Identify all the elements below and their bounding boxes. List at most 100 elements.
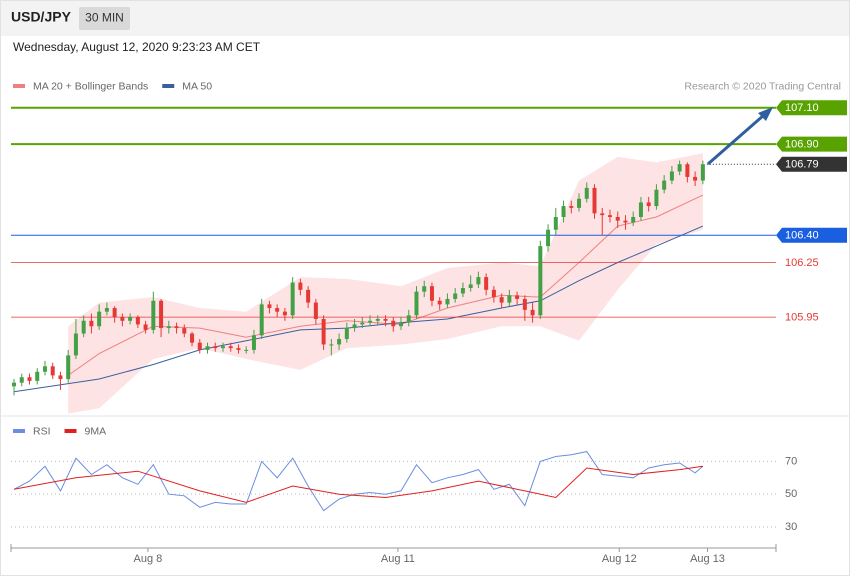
- candle-body: [220, 346, 225, 349]
- candle-body: [197, 342, 202, 350]
- candle-body: [406, 315, 411, 323]
- rsi-line: [13, 465, 703, 503]
- candle-body: [275, 308, 280, 312]
- level-label: 105.95: [785, 312, 819, 324]
- candle-body: [360, 322, 365, 325]
- candle-body: [530, 309, 535, 316]
- x-tick-label: Aug 13: [690, 553, 725, 565]
- candle-body: [267, 304, 272, 309]
- candle-body: [507, 295, 512, 303]
- x-tick-label: Aug 12: [602, 553, 637, 565]
- candle-body: [166, 326, 171, 329]
- candle-body: [522, 298, 527, 310]
- level-tag: [776, 227, 847, 243]
- legend-swatch: [13, 429, 25, 433]
- y-tick-label: 30: [785, 521, 797, 533]
- candle-body: [414, 291, 419, 316]
- candle-body: [244, 349, 249, 351]
- candle-body: [460, 288, 465, 294]
- candle-body: [607, 215, 612, 217]
- candle-body: [205, 346, 210, 350]
- candle-body: [190, 333, 195, 343]
- candle-body: [600, 213, 605, 216]
- candle-body: [282, 311, 287, 316]
- candle-body: [213, 346, 218, 349]
- candle-body: [615, 216, 620, 221]
- candle-body: [375, 318, 380, 321]
- candle-body: [251, 335, 256, 350]
- plot: MA 20 + Bollinger Bands MA 50 Research © 2…: [11, 80, 847, 565]
- x-tick-label: Aug 11: [381, 553, 415, 565]
- level-label: 106.90: [785, 139, 819, 151]
- candle-body: [631, 216, 636, 223]
- legend-swatch: [64, 429, 77, 433]
- candle-body: [313, 302, 318, 319]
- arrow-head: [758, 107, 773, 121]
- candle-body: [437, 300, 442, 305]
- legend-label: MA 20 + Bollinger Bands: [33, 80, 148, 92]
- candle-body: [27, 377, 32, 381]
- candle-body: [182, 328, 187, 334]
- legend-label: MA 50: [182, 80, 212, 92]
- candle-body: [58, 375, 63, 380]
- candle-body: [306, 289, 311, 303]
- candle-body: [654, 189, 659, 207]
- candle-body: [445, 298, 450, 305]
- level-label: 106.40: [785, 230, 819, 242]
- candle-body: [128, 317, 133, 321]
- level-tag: [776, 156, 847, 172]
- level-tag: [776, 136, 847, 152]
- candle-body: [73, 333, 78, 356]
- candle-body: [329, 344, 334, 346]
- candle-body: [290, 282, 295, 316]
- candle-body: [685, 164, 690, 177]
- candle-body: [368, 320, 373, 323]
- candle-body: [42, 366, 47, 372]
- candle-body: [104, 308, 109, 312]
- candle-body: [391, 320, 396, 327]
- candle-body: [638, 202, 643, 217]
- candle-body: [174, 326, 179, 329]
- candle-body: [399, 322, 404, 327]
- candle-body: [662, 180, 667, 190]
- candle-body: [491, 289, 496, 298]
- datetime: Wednesday, August 12, 2020 9:23:23 AM CE…: [13, 40, 261, 54]
- candle-body: [553, 216, 558, 230]
- candle-body: [468, 284, 473, 289]
- x-tick-label: Aug 8: [134, 553, 163, 565]
- legend-swatch: [13, 84, 25, 88]
- candle-body: [159, 300, 164, 329]
- candle-body: [321, 318, 326, 345]
- candle-body: [546, 229, 551, 247]
- candle-body: [677, 164, 682, 172]
- candle-body: [476, 277, 481, 285]
- candle-body: [592, 187, 597, 214]
- candle-body: [538, 246, 543, 316]
- candle-body: [499, 297, 504, 303]
- candle-body: [135, 317, 140, 325]
- candle-body: [383, 318, 388, 321]
- candle-body: [700, 164, 705, 181]
- candle-body: [569, 206, 574, 208]
- level-label: 106.79: [785, 159, 819, 171]
- candle-body: [81, 320, 86, 334]
- candle-body: [344, 328, 349, 339]
- candle-body: [584, 187, 589, 199]
- timeframe: 30 MIN: [85, 11, 124, 25]
- candle-body: [120, 317, 125, 321]
- candle-body: [50, 366, 55, 376]
- candle-body: [561, 206, 566, 217]
- level-label: 106.25: [785, 257, 819, 269]
- candle-body: [228, 346, 233, 349]
- arrow: [707, 113, 765, 166]
- header-bar: [0, 0, 850, 36]
- candle-body: [12, 382, 17, 387]
- candle-body: [89, 320, 94, 327]
- candle-body: [151, 300, 156, 330]
- candle-body: [453, 293, 458, 299]
- candle-body: [337, 338, 342, 345]
- candle-body: [577, 198, 582, 208]
- level-label: 107.10: [785, 102, 819, 114]
